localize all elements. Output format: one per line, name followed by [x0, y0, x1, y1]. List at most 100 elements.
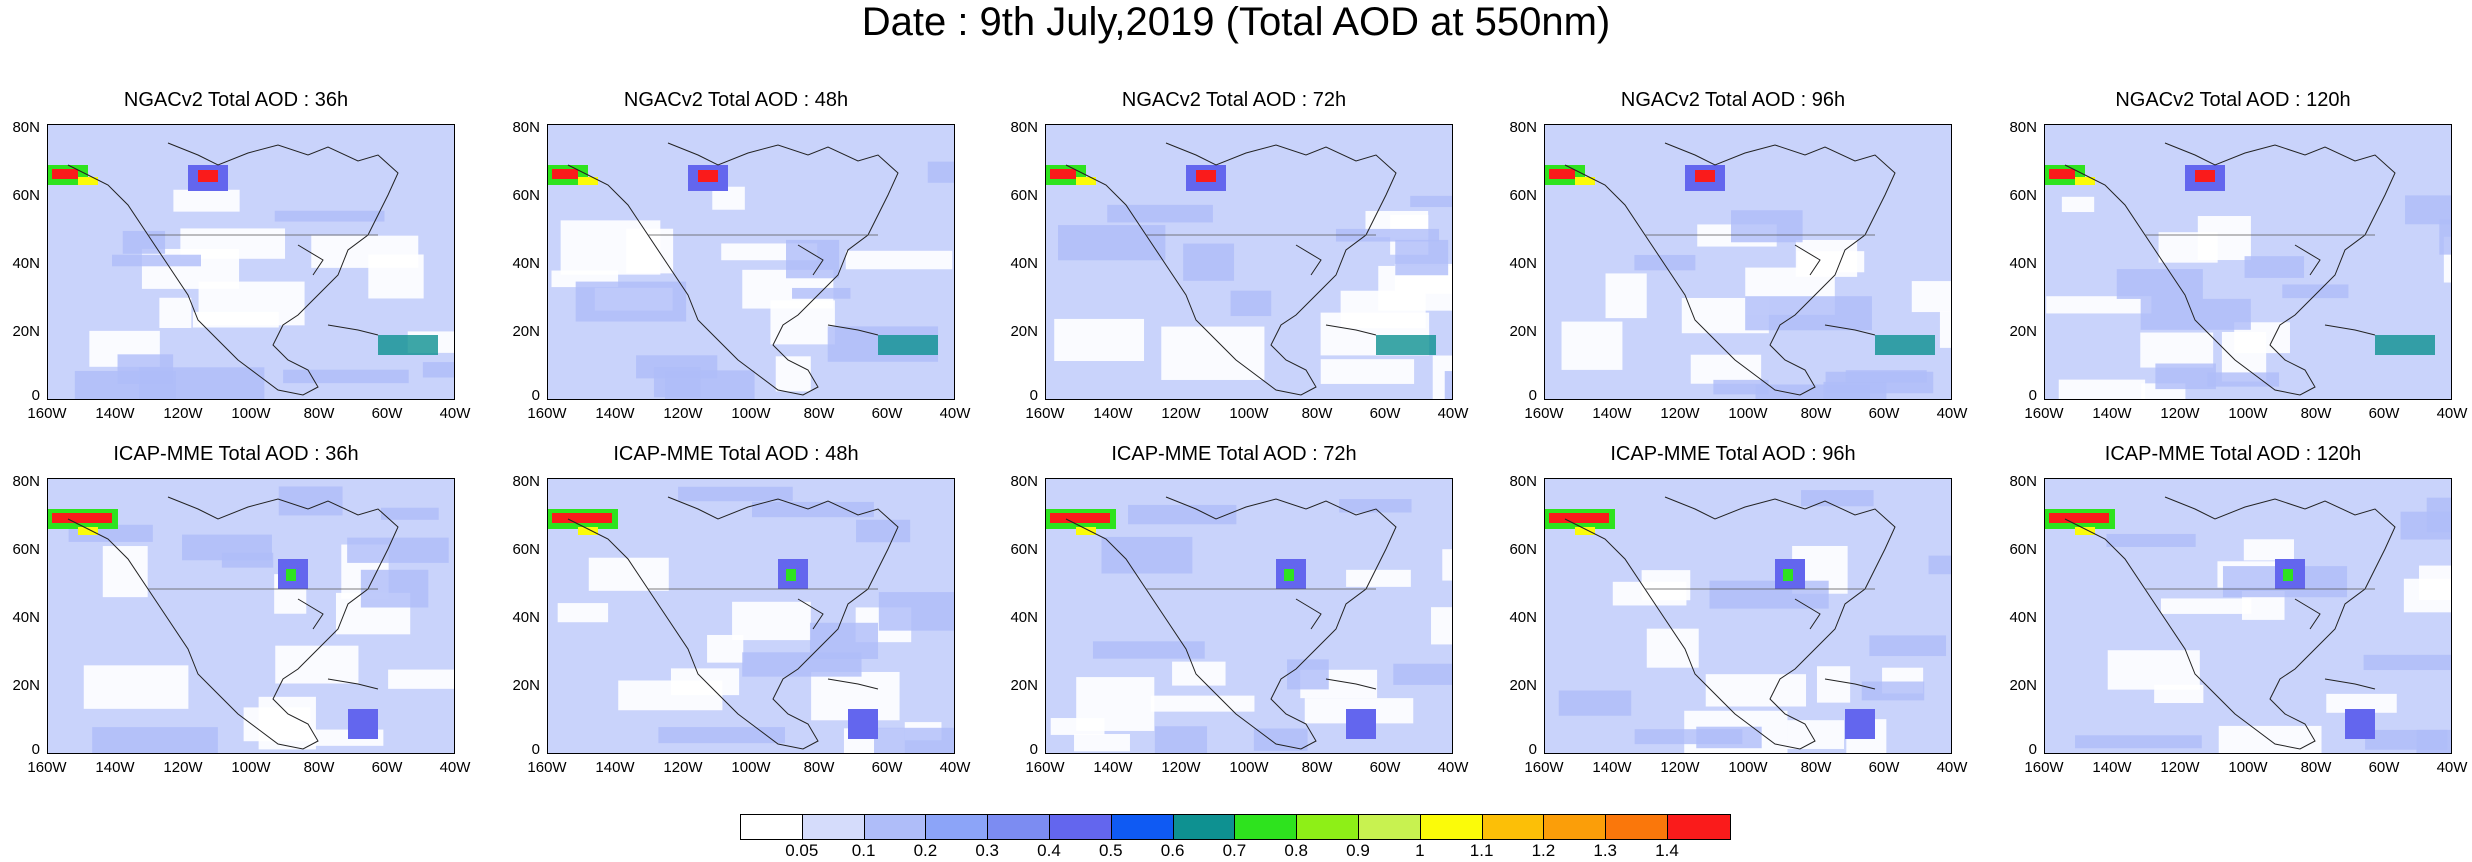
y-tick-label: 0	[2028, 387, 2037, 404]
y-tick-label: 40N	[2009, 255, 2037, 272]
panel-title: NGACv2 Total AOD : 120h	[2115, 89, 2351, 111]
y-tick-label: 20N	[1509, 323, 1537, 340]
colorbar	[740, 814, 1731, 840]
panel-title: NGACv2 Total AOD : 72h	[1121, 89, 1347, 111]
colorbar-swatch	[988, 815, 1050, 839]
y-tick-label: 80N	[12, 473, 40, 490]
map-panel: ICAP-MME Total AOD : 72h 80N 60N 40N 20N 0 16…	[998, 442, 1470, 782]
x-tick-label: 140W	[2092, 405, 2132, 422]
y-tick-label: 60N	[12, 541, 40, 558]
y-tick-label: 0	[31, 741, 40, 758]
x-tick-label: 160W	[1025, 759, 1065, 776]
x-tick-label: 60W	[2368, 405, 2400, 422]
x-tick-label: 100W	[2228, 405, 2268, 422]
panel-title: ICAP-MME Total AOD : 96h	[1610, 443, 1856, 465]
x-tick-label: 40W	[439, 405, 471, 422]
x-tick-label: 100W	[731, 759, 771, 776]
y-tick-label: 80N	[1010, 473, 1038, 490]
x-tick-label: 100W	[1728, 759, 1768, 776]
x-tick-label: 120W	[1660, 759, 1700, 776]
x-tick-label: 80W	[1301, 405, 1333, 422]
y-tick-label: 40N	[12, 609, 40, 626]
map-panel: NGACv2 Total AOD : 120h 80N 60N 40N 20N 0 160…	[1997, 88, 2469, 428]
colorbar-label: 0.8	[1284, 841, 1308, 860]
x-tick-label: 80W	[2300, 759, 2332, 776]
colorbar-label: 0.1	[851, 841, 876, 860]
panel-title: NGACv2 Total AOD : 48h	[623, 89, 849, 111]
panel-title: ICAP-MME Total AOD : 72h	[1111, 443, 1357, 465]
x-tick-label: 160W	[2024, 759, 2064, 776]
aod-map	[547, 478, 955, 754]
y-tick-label: 60N	[512, 187, 540, 204]
x-tick-label: 100W	[1728, 405, 1768, 422]
x-tick-label: 160W	[1524, 759, 1564, 776]
y-tick-label: 20N	[2009, 323, 2037, 340]
y-tick-label: 20N	[1010, 677, 1038, 694]
x-tick-label: 140W	[1093, 759, 1133, 776]
x-tick-label: 140W	[95, 759, 135, 776]
x-tick-label: 100W	[2228, 759, 2268, 776]
panel-title: ICAP-MME Total AOD : 120h	[2104, 443, 2362, 465]
x-tick-label: 140W	[1592, 759, 1632, 776]
y-tick-label: 40N	[1010, 609, 1038, 626]
x-tick-label: 160W	[27, 405, 67, 422]
colorbar-label: 0.5	[1098, 841, 1123, 860]
x-tick-label: 40W	[439, 759, 471, 776]
aod-map	[1544, 124, 1952, 400]
x-tick-label: 140W	[1592, 405, 1632, 422]
colorbar-swatch	[1358, 815, 1421, 839]
x-tick-label: 60W	[871, 405, 903, 422]
aod-map	[47, 124, 455, 400]
colorbar-label: 1	[1415, 841, 1425, 860]
x-tick-label: 120W	[2160, 759, 2200, 776]
y-tick-label: 80N	[1010, 119, 1038, 136]
y-tick-label: 60N	[12, 187, 40, 204]
y-tick-label: 80N	[1509, 473, 1537, 490]
y-tick-label: 40N	[512, 609, 540, 626]
y-tick-label: 20N	[512, 677, 540, 694]
panel-title: NGACv2 Total AOD : 36h	[123, 89, 349, 111]
y-tick-label: 0	[1029, 387, 1038, 404]
colorbar-swatch	[1235, 815, 1298, 839]
aod-map	[47, 478, 455, 754]
colorbar-label: 1.4	[1655, 841, 1679, 860]
map-panel: ICAP-MME Total AOD : 48h 80N 60N 40N 20N 0 16…	[500, 442, 972, 782]
map-panel: NGACv2 Total AOD : 36h 80N 60N 40N 20N 0 160W…	[0, 88, 472, 428]
x-tick-label: 160W	[27, 759, 67, 776]
map-panel: NGACv2 Total AOD : 48h 80N 60N 40N 20N 0 160W…	[500, 88, 972, 428]
colorbar-label: 0.6	[1160, 841, 1185, 860]
y-tick-label: 0	[531, 741, 540, 758]
colorbar-label: 0.9	[1346, 841, 1370, 860]
x-tick-label: 40W	[1437, 759, 1469, 776]
y-tick-label: 40N	[2009, 609, 2037, 626]
x-tick-label: 120W	[1161, 405, 1201, 422]
y-tick-label: 80N	[512, 119, 540, 136]
y-tick-label: 40N	[1010, 255, 1038, 272]
aod-map	[2044, 124, 2452, 400]
y-tick-label: 80N	[2009, 473, 2037, 490]
x-tick-label: 80W	[1800, 405, 1832, 422]
x-tick-label: 160W	[2024, 405, 2064, 422]
colorbar-swatch	[1544, 815, 1607, 839]
y-tick-label: 20N	[1509, 677, 1537, 694]
x-tick-label: 140W	[2092, 759, 2132, 776]
x-tick-label: 40W	[2436, 405, 2468, 422]
colorbar-label: 1.3	[1593, 841, 1617, 860]
x-tick-label: 40W	[1936, 759, 1968, 776]
x-tick-label: 160W	[1524, 405, 1564, 422]
y-tick-label: 20N	[12, 677, 40, 694]
x-tick-label: 140W	[595, 405, 635, 422]
x-tick-label: 120W	[663, 405, 703, 422]
x-tick-label: 100W	[231, 405, 271, 422]
x-tick-label: 60W	[2368, 759, 2400, 776]
map-panel: ICAP-MME Total AOD : 36h 80N 60N 40N 20N 0 16…	[0, 442, 472, 782]
x-tick-label: 100W	[1229, 405, 1269, 422]
y-tick-label: 40N	[12, 255, 40, 272]
colorbar-swatch	[1173, 815, 1236, 839]
map-panel: ICAP-MME Total AOD : 120h 80N 60N 40N 20N 0 1…	[1997, 442, 2469, 782]
y-tick-label: 60N	[1509, 541, 1537, 558]
colorbar-swatch	[1049, 815, 1112, 839]
colorbar-swatch	[1667, 815, 1730, 839]
colorbar-swatch	[1482, 815, 1545, 839]
y-tick-label: 60N	[2009, 187, 2037, 204]
